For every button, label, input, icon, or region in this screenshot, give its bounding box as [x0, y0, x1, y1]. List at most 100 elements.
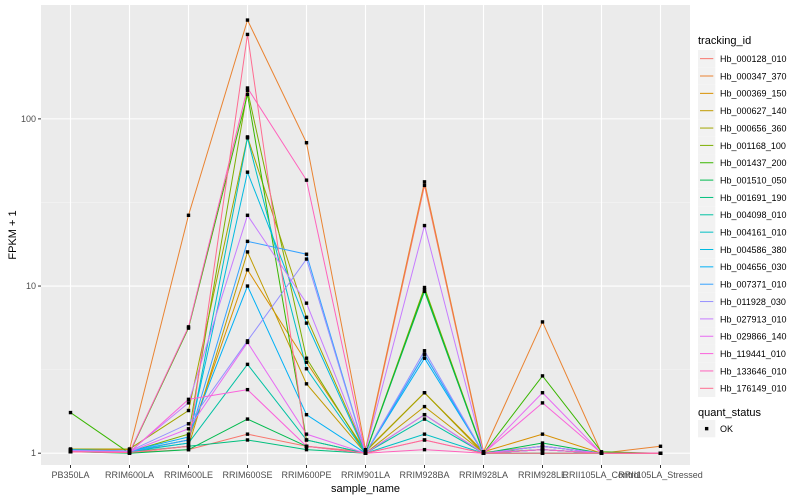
data-point [304, 382, 309, 386]
data-point [422, 438, 427, 442]
data-point [304, 257, 309, 261]
data-point [422, 412, 427, 417]
shape-legend-title: quant_status [698, 407, 761, 419]
data-point [186, 401, 191, 405]
data-point [245, 250, 250, 254]
data-point [422, 183, 427, 188]
legend-label: Hb_011928_030 [720, 297, 786, 307]
data-point [540, 451, 545, 455]
x-tick-label: RRIM901LA [341, 470, 390, 480]
x-tick-label: RRIM928LA [459, 470, 508, 480]
data-point [304, 447, 309, 452]
legend-label: Hb_027913_010 [720, 314, 787, 324]
data-point [481, 451, 486, 455]
data-point [422, 180, 427, 184]
legend-label: Hb_004098_010 [720, 210, 787, 220]
x-tick-label: RRIM600SE [222, 470, 272, 480]
data-point [540, 320, 545, 324]
x-axis-title: sample_name [331, 483, 400, 495]
data-point [304, 412, 309, 417]
data-point [422, 349, 427, 353]
data-point [658, 451, 663, 455]
data-point [304, 178, 309, 182]
data-point [245, 438, 250, 442]
data-point [422, 432, 427, 436]
legend-label: Hb_004161_010 [720, 228, 787, 238]
data-point [540, 401, 545, 405]
data-point [304, 301, 309, 305]
legend-title: tracking_id [698, 35, 751, 47]
data-point [422, 285, 427, 290]
legend-label: Hb_119441_010 [720, 349, 786, 359]
x-tick-label: RRIM600LA [105, 470, 154, 480]
x-tick-label: RRIM928BA [399, 470, 449, 480]
legend-label: Hb_004586_380 [720, 245, 787, 255]
data-point [186, 441, 191, 445]
data-point [186, 397, 191, 402]
data-point [540, 447, 545, 452]
data-point [540, 432, 545, 436]
data-point [245, 213, 250, 217]
data-point [186, 444, 191, 448]
data-point [304, 360, 309, 364]
legend-label: Hb_000128_010 [720, 54, 787, 64]
data-point [245, 88, 250, 93]
x-tick-label: PB350LA [51, 470, 89, 480]
x-tick-label: RRII105LA_Control [562, 470, 640, 480]
data-point [186, 438, 191, 442]
data-point [245, 32, 250, 37]
data-point [304, 356, 309, 360]
data-point [245, 387, 250, 392]
data-point [127, 450, 132, 455]
data-point [540, 444, 545, 448]
data-point [245, 417, 250, 421]
y-axis-title: FPKM + 1 [7, 210, 19, 259]
legend-label: Hb_001510_050 [720, 175, 787, 185]
data-point [186, 213, 191, 217]
data-point [245, 18, 250, 22]
data-point [304, 444, 309, 448]
data-point [422, 352, 427, 357]
data-point [127, 447, 132, 451]
y-tick-label: 10 [26, 281, 36, 291]
data-point [245, 284, 250, 288]
data-point [186, 422, 191, 426]
legend-label: Hb_001168_100 [720, 141, 786, 151]
x-tick-label: RRIM928LE [518, 470, 567, 480]
data-point [304, 438, 309, 442]
data-point [599, 451, 604, 455]
legend-label: Hb_176149_010 [720, 384, 787, 394]
data-point [245, 239, 250, 244]
data-point [245, 432, 250, 436]
legend-label: Hb_004656_030 [720, 262, 787, 272]
legend-label: Hb_000347_370 [720, 71, 787, 81]
data-point [363, 449, 368, 453]
data-point [245, 136, 250, 140]
data-point [304, 315, 309, 320]
data-point [186, 432, 191, 436]
data-point [186, 408, 191, 413]
x-tick-label: RRIM600LE [164, 470, 213, 480]
shape-legend-marker [704, 426, 709, 431]
y-tick-label: 100 [21, 114, 36, 124]
data-point [304, 432, 309, 436]
data-point [245, 170, 250, 174]
data-point [422, 417, 427, 421]
data-point [422, 356, 427, 360]
data-point [245, 268, 250, 272]
data-point [363, 451, 368, 455]
legend-label: Hb_001437_200 [720, 158, 787, 168]
data-point [658, 444, 663, 448]
data-point [186, 447, 191, 452]
x-tick-label: RRIM600PE [281, 470, 331, 480]
data-point [540, 441, 545, 445]
data-point [245, 92, 250, 97]
data-point [540, 374, 545, 378]
legend-label: Hb_007371_010 [720, 280, 787, 290]
data-point [422, 404, 427, 409]
data-point [245, 362, 250, 367]
legend-label: Hb_000369_150 [720, 89, 787, 99]
data-point [422, 289, 427, 294]
y-tick-label: 1 [31, 448, 36, 458]
